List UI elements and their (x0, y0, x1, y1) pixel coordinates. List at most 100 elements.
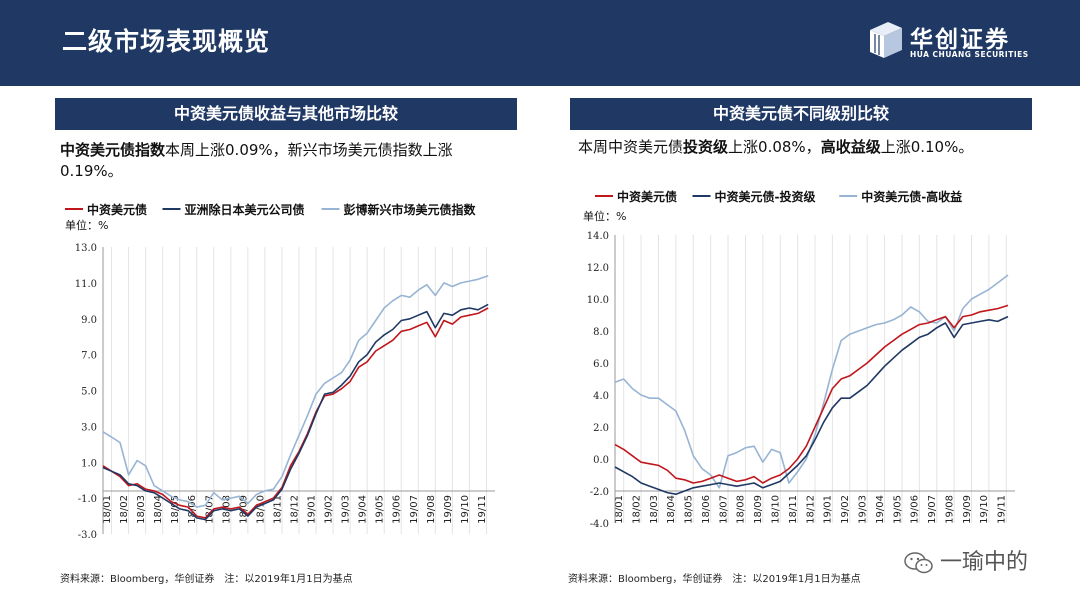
x-tick-label: 19/06 (392, 495, 403, 524)
x-tick-label: 18/10 (771, 495, 782, 524)
y-tick-label: 3.0 (81, 422, 97, 433)
x-tick-label: 18/05 (170, 495, 181, 524)
y-tick-label: 13.0 (75, 243, 97, 254)
legend-label: 中资美元债 (87, 202, 147, 217)
right-source-note: 资料来源：Bloomberg，华创证券 注：以2019年1月1日为基点 (568, 574, 861, 585)
legend-label: 中资美元债-投资级 (715, 189, 816, 204)
y-tick-label: 1.0 (81, 458, 97, 469)
right-lead-b1: 投资级 (683, 138, 729, 156)
x-tick-label: 19/06 (910, 495, 921, 524)
x-tick-label: 18/04 (153, 495, 164, 524)
right-lead-p3: 上涨0.10%。 (880, 138, 974, 156)
x-tick-label: 19/08 (426, 495, 437, 524)
left-lead-bold: 中资美元债指数 (60, 141, 166, 159)
logo-cube-icon (870, 22, 902, 58)
x-tick-label: 18/03 (136, 495, 147, 524)
x-tick-label: 18/11 (788, 495, 799, 524)
x-tick-label: 18/01 (614, 495, 625, 524)
x-tick-label: 19/05 (892, 495, 903, 524)
y-tick-label: -3.0 (78, 530, 97, 541)
x-tick-label: 19/01 (307, 495, 318, 524)
series-line (102, 303, 489, 521)
x-tick-label: 19/08 (944, 495, 955, 524)
x-tick-label: 19/03 (857, 495, 868, 524)
series-line (102, 274, 489, 508)
y-tick-label: 6.0 (593, 359, 609, 370)
x-tick-label: 18/12 (805, 495, 816, 524)
legend-label: 中资美元债-高收益 (861, 189, 962, 204)
unit-label: 单位：% (583, 209, 626, 223)
y-tick-label: 2.0 (593, 423, 609, 434)
y-tick-label: 11.0 (75, 279, 97, 290)
left-banner: 中资美元债收益与其他市场比较 (55, 98, 517, 130)
logo-text-en: HUA CHUANG SECURITIES (910, 50, 1029, 59)
x-tick-label: 19/07 (409, 495, 420, 524)
right-lead-b2: 高收益级 (820, 138, 881, 156)
unit-label: 单位：% (65, 218, 108, 232)
series-line (102, 307, 489, 519)
x-tick-label: 19/04 (358, 495, 369, 524)
x-tick-label: 18/05 (684, 495, 695, 524)
logo-text-cn: 华创证券 (910, 27, 1010, 53)
right-banner: 中资美元债不同级别比较 (570, 98, 1032, 130)
x-tick-label: 19/03 (341, 495, 352, 524)
x-tick-label: 19/05 (375, 495, 386, 524)
right-lead-p1: 本周中资美元债 (578, 138, 684, 156)
y-tick-label: 4.0 (593, 391, 609, 402)
x-tick-label: 18/09 (238, 495, 249, 524)
watermark-text: 一瑜中的 (940, 550, 1029, 575)
legend-label: 彭博新兴市场美元债指数 (344, 202, 477, 217)
x-tick-label: 19/09 (443, 495, 454, 524)
series-line (614, 274, 1009, 489)
x-tick-label: 19/11 (997, 495, 1008, 524)
right-lead-text: 本周中资美元债投资级上涨0.08%，高收益级上涨0.10%。 (578, 137, 1033, 158)
x-tick-label: 18/04 (666, 495, 677, 524)
y-tick-label: 9.0 (81, 315, 97, 326)
x-tick-label: 18/06 (187, 495, 198, 524)
watermark: 一瑜中的 (904, 544, 1028, 576)
x-tick-label: 19/10 (979, 495, 990, 524)
left-lead-rest: 本周上涨0.09%，新兴市场美元债指数上涨0.19%。 (60, 141, 453, 180)
wechat-icon (904, 552, 933, 574)
y-tick-label: -1.0 (78, 494, 97, 505)
x-tick-label: 18/03 (649, 495, 660, 524)
x-tick-label: 18/11 (272, 495, 283, 524)
y-tick-label: 0.0 (593, 455, 609, 466)
y-tick-label: 12.0 (587, 263, 609, 274)
y-tick-label: -2.0 (590, 487, 609, 498)
legend-label: 中资美元债 (617, 189, 677, 204)
y-tick-label: 8.0 (593, 327, 609, 338)
series-line (614, 315, 1009, 496)
x-tick-label: 18/12 (289, 495, 300, 524)
logo: 华创证券 HUA CHUANG SECURITIES (866, 18, 1029, 62)
x-tick-label: 18/01 (102, 495, 113, 524)
page-title: 二级市场表现概览 (62, 27, 271, 56)
left-source-note: 资料来源：Bloomberg，华创证券 注：以2019年1月1日为基点 (60, 574, 353, 585)
x-tick-label: 18/02 (631, 495, 642, 524)
x-tick-label: 18/09 (753, 495, 764, 524)
x-tick-label: 19/11 (477, 495, 488, 524)
x-tick-label: 19/07 (927, 495, 938, 524)
x-tick-label: 18/06 (701, 495, 712, 524)
x-tick-label: 19/02 (324, 495, 335, 524)
y-tick-label: 7.0 (81, 351, 97, 362)
legend-label: 亚洲除日本美元公司债 (185, 202, 305, 217)
x-tick-label: 18/02 (119, 495, 130, 524)
x-tick-label: 18/07 (718, 495, 729, 524)
left-lead-text: 中资美元债指数本周上涨0.09%，新兴市场美元债指数上涨0.19%。 (60, 140, 515, 182)
y-tick-label: -4.0 (590, 519, 609, 530)
right-lead-p2: 上涨0.08%， (728, 138, 821, 156)
x-tick-label: 19/09 (962, 495, 973, 524)
x-tick-label: 19/01 (823, 495, 834, 524)
y-tick-label: 10.0 (587, 295, 609, 306)
x-tick-label: 18/08 (736, 495, 747, 524)
x-tick-label: 19/04 (875, 495, 886, 524)
x-tick-label: 18/10 (255, 495, 266, 524)
series-line (614, 304, 1009, 484)
y-tick-label: 14.0 (587, 231, 609, 242)
y-tick-label: 5.0 (81, 387, 97, 398)
x-tick-label: 19/10 (460, 495, 471, 524)
x-tick-label: 18/07 (204, 495, 215, 524)
